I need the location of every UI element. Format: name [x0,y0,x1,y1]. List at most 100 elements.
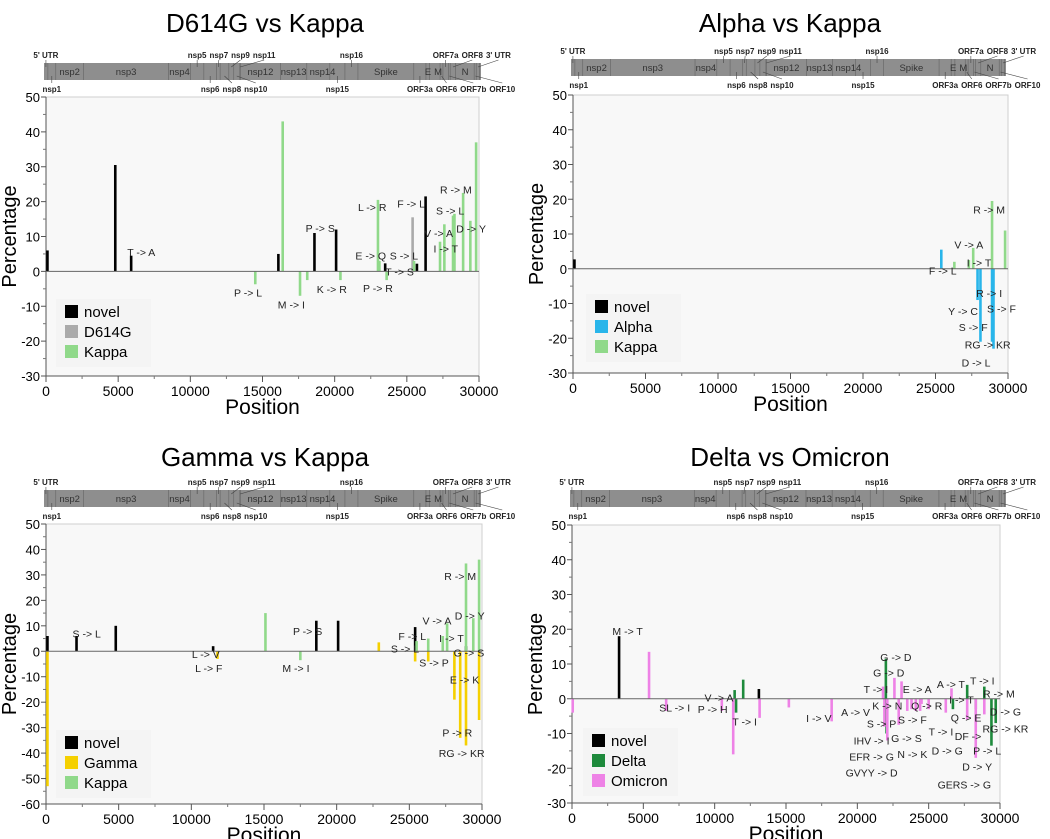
segment-label: ORF6 [436,85,458,94]
segment-tick [974,71,999,80]
bar-novel [383,263,387,272]
mutation-label: P -> R [363,283,393,295]
segment-label: nsp16 [865,47,889,56]
panel-4: Delta vs Omicron 5' UTR nsp1 nsp2 nsp3 nsp4 ns… [525,442,1041,839]
segment-label: 5' UTR [33,51,58,60]
segment-label: nsp4 [695,494,716,505]
segment-label: Spike [899,63,923,74]
segment-label: 3' UTR [486,51,511,60]
segment-label: nsp6 [726,512,745,521]
segment-tick [1002,55,1024,64]
segment-tick [749,502,758,511]
bar-kappa [299,651,302,661]
bar-gamma [453,651,456,700]
bar-kappa [990,200,994,269]
bar-omicron [900,681,903,699]
y-axis-label: Percentage [0,613,21,715]
x-tick-label: 0 [42,383,50,399]
x-tick-label: 10000 [171,383,210,399]
segment-label: nsp13 [807,63,833,74]
bar-kappa [415,641,418,652]
bar-gamma [377,642,381,652]
mutation-label: N -> K [897,749,927,761]
x-tick-label: 0 [569,380,577,396]
segment-label: nsp9 [757,47,776,56]
legend-label: Kappa [84,344,128,361]
mutation-label: R -> M [983,689,1015,701]
segment-label: nsp15 [326,512,350,521]
y-tick-label: 30 [553,158,567,173]
mutation-label: S -> L [390,251,418,263]
segment-label: nsp12 [774,63,800,74]
segment-label: Spike [899,494,923,505]
segment-label: nsp10 [244,85,268,94]
bar-omicron [758,698,761,718]
bar-kappa [474,142,478,272]
bar-kappa [471,618,475,652]
legend-label: Omicron [611,773,668,790]
bar-delta [741,679,745,699]
mutation-label: S -> P [867,719,896,731]
y-tick-label: 20 [26,195,40,210]
mutation-label: K -> R [317,284,347,296]
y-tick-label: 50 [552,518,566,533]
bar-kappa [443,224,446,272]
mutation-label: G -> D [873,668,905,680]
segment-label: nsp2 [59,494,80,505]
segment-label: ORF7b [985,512,1011,521]
legend-label: Delta [611,753,647,770]
segment-label: ORF10 [489,512,515,521]
y-tick-label: -30 [547,796,566,811]
bar-alpha [979,268,982,342]
segment-label: 3' UTR [486,478,511,487]
segment-label: E [425,494,431,505]
bar-gamma [426,651,430,662]
segment-label: M [434,494,442,505]
bar-kappa [461,192,465,272]
segment-tick [452,486,473,495]
segment-label: nsp15 [851,81,875,90]
x-tick-label: 30000 [981,810,1020,826]
y-tick-label: 40 [553,123,567,138]
mutation-label: V -> A [423,616,452,628]
mutation-label: D -> L [962,357,991,369]
bar-omicron [885,698,889,741]
bar-kappa [438,241,442,272]
segment-tick [236,75,256,84]
y-tick-label: -20 [548,331,567,346]
bar-novel [129,255,133,272]
bar-omicron [910,698,913,710]
segment-tick [966,502,972,511]
bar-kappa [971,247,975,269]
x-tick-label: 20000 [315,383,354,399]
segment-label: M [959,494,967,505]
y-tick-label: 50 [26,90,40,105]
segment-label: nsp5 [713,478,732,487]
segment-tick [441,75,447,84]
bar-delta [733,690,736,699]
segment-tick [757,55,767,64]
mutation-label: RG -> KR [965,339,1011,351]
mutation-label: A -> V [841,707,870,719]
y-tick-label: 30 [552,588,566,603]
bar-alpha [976,268,979,301]
x-tick-label: 10000 [172,811,211,827]
segment-tick [978,55,998,64]
mutation-label: M -> T [612,626,643,638]
x-tick-label: 20000 [838,810,877,826]
legend-swatch [65,736,78,749]
segment-label: N [987,494,994,505]
y-tick-label: 10 [553,227,567,242]
segment-label: nsp2 [59,67,80,78]
mutation-label: T -> I [732,716,757,728]
mutation-label: RG -> KR [983,723,1029,735]
bar-alpha [940,249,943,269]
mutation-label: G -> S [454,648,485,660]
mutation-label: P -> S [293,626,322,638]
segment-label: ORF3a [932,512,958,521]
mutation-label: L -> V [192,649,220,661]
bar-gamma [477,651,481,720]
segment-label: nsp15 [851,512,875,521]
segment-label: nsp10 [770,512,794,521]
bar-kappa [298,271,302,296]
